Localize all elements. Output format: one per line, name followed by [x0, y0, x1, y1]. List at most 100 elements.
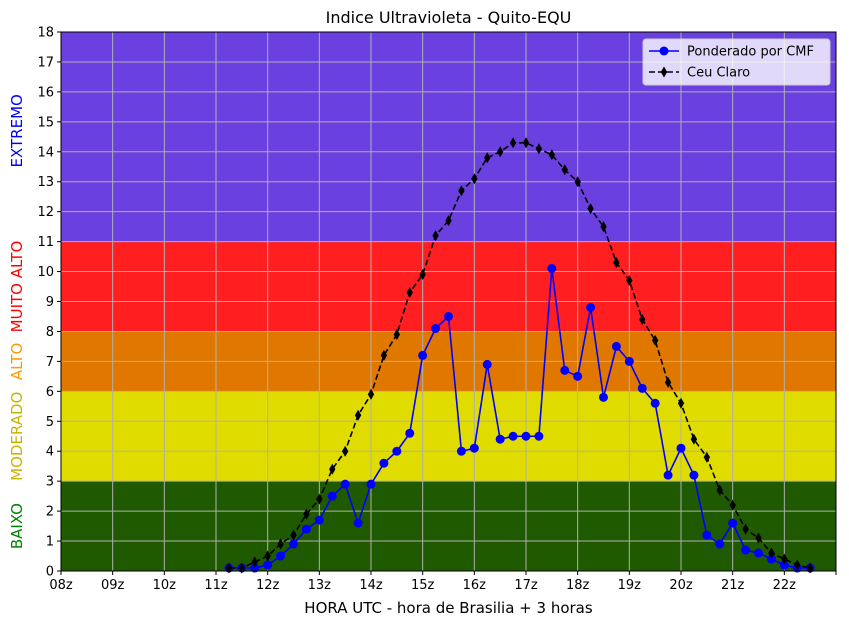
x-axis-ticks: 08z 09z 10z 11z 12z 13z 14z 15z 16z 17z 18z 19z 20z 2…	[49, 571, 837, 593]
data-point	[290, 529, 297, 541]
data-point	[405, 428, 415, 438]
data-point	[755, 532, 762, 544]
y-tick-label: 5	[46, 415, 54, 430]
y-tick-label: 4	[46, 445, 54, 460]
data-point	[664, 376, 672, 388]
data-point	[573, 371, 583, 381]
series-line-ceu-claro	[228, 141, 811, 569]
data-point	[329, 463, 336, 475]
data-point	[676, 443, 686, 453]
band-label-moderado: MODERADO	[8, 392, 26, 481]
data-point	[354, 409, 362, 421]
x-tick-label: 14z	[359, 578, 383, 593]
data-point	[547, 264, 557, 274]
x-tick-label: 17z	[514, 578, 538, 593]
y-tick-label: 1	[46, 535, 54, 550]
data-point	[611, 341, 621, 351]
band-baixo	[61, 481, 836, 571]
data-point	[469, 443, 479, 453]
y-tick-label: 13	[37, 175, 54, 190]
data-point	[496, 146, 504, 158]
data-point	[341, 445, 349, 457]
data-point	[380, 349, 388, 361]
data-point	[742, 523, 749, 535]
y-tick-label: 3	[46, 475, 54, 490]
data-point	[728, 518, 738, 528]
series-ceu-claro	[225, 137, 814, 574]
grid-lines	[60, 31, 837, 572]
data-point	[277, 538, 284, 550]
y-tick-label: 6	[46, 385, 54, 400]
data-point	[779, 560, 789, 570]
data-point	[393, 328, 401, 340]
data-point	[521, 431, 531, 441]
data-point	[677, 397, 685, 409]
data-point	[340, 479, 350, 489]
data-point	[534, 431, 544, 441]
legend-marker-ceu-claro	[660, 66, 668, 78]
data-point	[781, 553, 788, 565]
data-point	[535, 143, 543, 155]
data-point	[406, 287, 413, 299]
data-point	[560, 365, 570, 375]
data-point	[264, 550, 271, 562]
data-point	[289, 539, 298, 549]
x-tick-label: 12z	[256, 578, 280, 593]
data-point	[768, 547, 775, 559]
data-point	[301, 524, 311, 534]
data-point	[444, 311, 453, 321]
data-point	[456, 446, 466, 456]
data-point	[251, 556, 258, 568]
x-tick-label: 13z	[308, 578, 332, 593]
data-point	[522, 137, 530, 149]
data-point	[754, 548, 763, 558]
data-point	[250, 563, 260, 573]
data-point	[508, 431, 518, 441]
data-point	[482, 359, 492, 369]
data-point	[445, 215, 452, 227]
data-point	[327, 491, 337, 501]
y-tick-label: 2	[46, 505, 54, 520]
data-point	[729, 499, 736, 511]
x-tick-label: 08z	[49, 578, 73, 593]
y-tick-label: 9	[46, 295, 54, 310]
y-tick-label: 0	[46, 565, 54, 580]
band-label-alto: ALTO	[8, 343, 26, 381]
data-point	[379, 458, 389, 468]
band-moderado	[61, 391, 836, 482]
data-point	[624, 356, 634, 366]
data-point	[548, 149, 556, 161]
band-label-baixo: BAIXO	[8, 503, 26, 549]
band-label-muito-alto: MUITO ALTO	[8, 241, 26, 333]
legend-box	[642, 38, 831, 86]
data-point	[766, 554, 776, 564]
data-point	[663, 470, 673, 480]
series-ponderado-por-cmf	[224, 264, 815, 573]
y-tick-label: 18	[37, 26, 54, 41]
data-point	[458, 185, 465, 197]
x-tick-label: 22z	[773, 578, 797, 593]
data-point	[794, 559, 801, 571]
data-point	[637, 383, 647, 393]
data-point	[650, 398, 660, 408]
data-point	[716, 484, 723, 496]
data-point	[314, 515, 324, 525]
data-point	[690, 433, 698, 445]
data-point	[651, 334, 659, 346]
data-point	[574, 176, 581, 188]
y-tick-label: 14	[37, 145, 54, 160]
x-tick-label: 21z	[721, 578, 745, 593]
data-point	[689, 470, 699, 480]
y-tick-label: 7	[46, 355, 54, 370]
data-point	[587, 203, 594, 215]
x-tick-label: 18z	[566, 578, 590, 593]
chart-title: Indice Ultravioleta - Quito-EQU	[326, 8, 572, 27]
data-point	[715, 539, 725, 549]
x-tick-label: 09z	[101, 578, 125, 593]
series-line-ponderado-por-cmf	[228, 268, 811, 569]
data-point	[509, 137, 517, 149]
y-tick-label: 15	[37, 115, 54, 130]
data-point	[263, 560, 273, 570]
x-tick-label: 10z	[153, 578, 177, 593]
